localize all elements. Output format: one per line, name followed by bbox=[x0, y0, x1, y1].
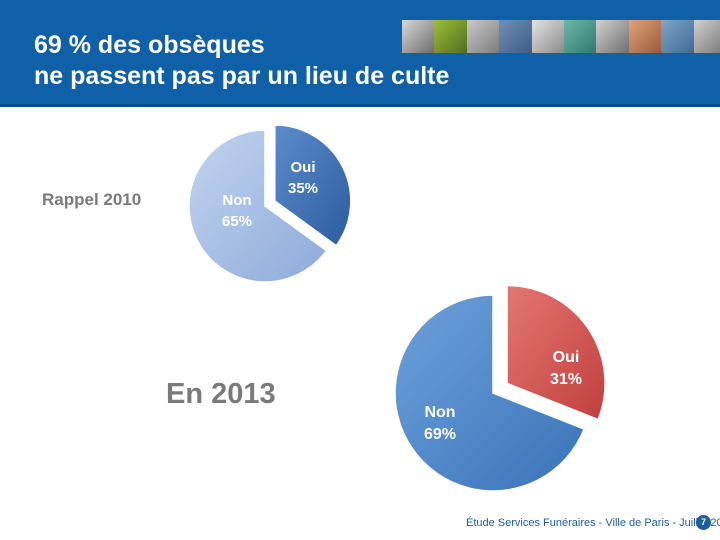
faces-photo-strip bbox=[402, 20, 720, 53]
slide-title: 69 % des obsèques ne passent pas par un … bbox=[34, 30, 449, 92]
page-number: 7 bbox=[696, 515, 711, 530]
title-line-2: ne passent pas par un lieu de culte bbox=[34, 62, 450, 90]
pie-2013-non-value: 69% bbox=[424, 426, 456, 443]
footer-source: Étude Services Funéraires - Ville de Par… bbox=[466, 517, 720, 529]
pie-2010-oui-value: 35% bbox=[288, 180, 318, 197]
pie-2010-slice-oui bbox=[274, 124, 352, 247]
header-divider bbox=[0, 104, 720, 107]
pie-2013-slice-non bbox=[394, 294, 586, 492]
pie-2010-slice-non bbox=[188, 129, 328, 283]
pie-2013-oui-value: 31% bbox=[550, 371, 582, 388]
title-line-1: 69 % des obsèques bbox=[34, 31, 265, 59]
pie-2013-oui-name: Oui bbox=[553, 349, 580, 366]
pie-2013-slice-oui bbox=[506, 284, 606, 421]
pie-2010-non-name: Non bbox=[222, 192, 251, 209]
pie-2010-oui-name: Oui bbox=[291, 159, 316, 176]
rappel-2010-label: Rappel 2010 bbox=[42, 190, 142, 209]
en-2013-label: En 2013 bbox=[166, 378, 276, 410]
pie-2010-non-value: 65% bbox=[222, 213, 252, 230]
pie-2013-non-name: Non bbox=[424, 404, 455, 421]
